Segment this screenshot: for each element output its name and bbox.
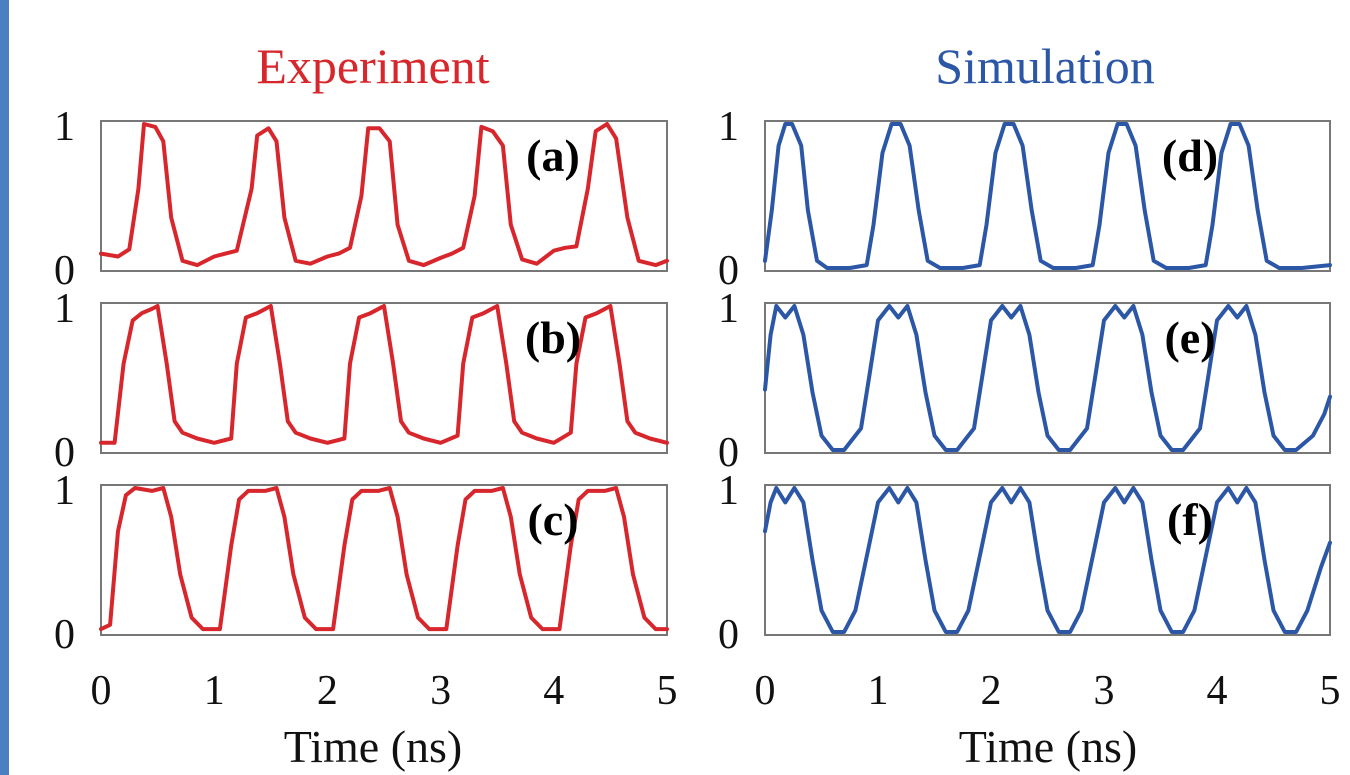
- y-tick-label-d-0: 0: [718, 248, 739, 294]
- panel-d: 0 1 (d): [718, 104, 1332, 294]
- x-tick-label-experiment-5: 5: [657, 668, 678, 714]
- x-tick-label-experiment-2: 2: [317, 668, 338, 714]
- y-tick-label-f-0: 0: [718, 612, 739, 658]
- panel-frame: [100, 120, 668, 272]
- y-tick-label-b-0: 0: [54, 430, 75, 476]
- panel-label-d: (d): [1162, 130, 1218, 181]
- y-tick-label-c-0: 0: [54, 612, 75, 658]
- x-tick-label-experiment-3: 3: [430, 668, 451, 714]
- y-tick-label-e-0: 0: [718, 430, 739, 476]
- series-line-c-0: [99, 486, 669, 632]
- x-tick-label-simulation-2: 2: [981, 668, 1002, 714]
- panel-a: 0 1 (a): [54, 104, 669, 294]
- y-tick-label-d-1: 1: [718, 104, 739, 150]
- panel-frame: [764, 120, 1331, 272]
- series-line-f-0: [763, 486, 1332, 634]
- series-line-b-0: [99, 304, 669, 445]
- panel-frame: [100, 484, 668, 636]
- x-tick-label-experiment-4: 4: [543, 668, 564, 714]
- panel-label-c: (c): [527, 494, 578, 545]
- panels: 01(a)01(b)01(c)0 1 2 3 4 501(d)01(e)01(f)0 1 2 3…: [54, 104, 1341, 714]
- series-line-e-0: [763, 304, 1332, 452]
- y-tick-label-b-1: 1: [54, 286, 75, 332]
- panel-label-f: (f): [1167, 494, 1213, 545]
- panel-label-a: (a): [526, 130, 580, 181]
- y-tick-label-c-1: 1: [54, 468, 75, 514]
- column-title-simulation: Simulation: [935, 38, 1154, 94]
- panel-f: 0 1 (f) 0 1 2 3 4 5: [718, 468, 1341, 714]
- y-tick-label-e-1: 1: [718, 286, 739, 332]
- x-axis-label-experiment: Time (ns): [284, 721, 463, 772]
- y-tick-label-a-1: 1: [54, 104, 75, 150]
- x-tick-label-simulation-4: 4: [1207, 668, 1228, 714]
- series-line-d-0: [763, 122, 1332, 270]
- panel-b: 0 1 (b): [54, 286, 669, 476]
- x-tick-label-simulation-5: 5: [1320, 668, 1341, 714]
- x-tick-label-simulation-0: 0: [755, 668, 776, 714]
- panel-label-e: (e): [1164, 312, 1215, 363]
- x-tick-label-experiment-1: 1: [204, 668, 225, 714]
- x-tick-label-simulation-3: 3: [1094, 668, 1115, 714]
- x-tick-label-simulation-1: 1: [868, 668, 889, 714]
- x-tick-label-experiment-0: 0: [91, 668, 112, 714]
- column-title-experiment: Experiment: [256, 38, 489, 94]
- panel-frame: [100, 302, 668, 454]
- y-tick-label-f-1: 1: [718, 468, 739, 514]
- x-axis-label-simulation: Time (ns): [959, 721, 1138, 772]
- panel-frame: [764, 484, 1331, 636]
- series-line-a-0: [99, 122, 669, 268]
- panel-c: 0 1 (c) 0 1 2 3 4 5: [54, 468, 678, 714]
- y-tick-label-a-0: 0: [54, 248, 75, 294]
- page-edge-bar: [0, 0, 9, 775]
- panel-label-b: (b): [525, 312, 581, 363]
- panel-e: 0 1 (e): [718, 286, 1332, 476]
